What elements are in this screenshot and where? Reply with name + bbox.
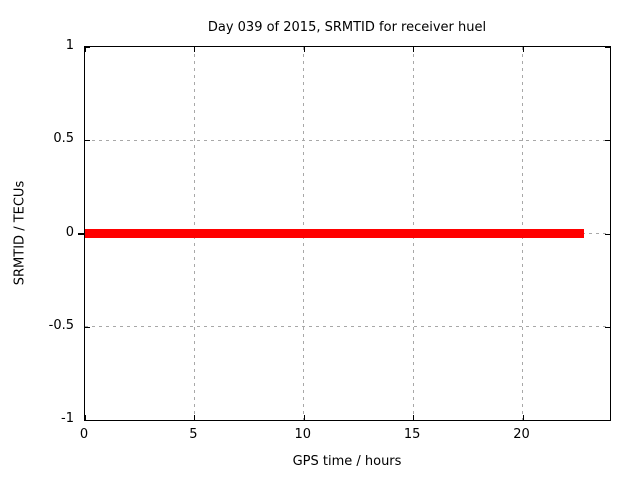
gridline-horizontal (85, 326, 610, 328)
x-axis-label: GPS time / hours (292, 454, 402, 469)
y-zero-outer-tick (78, 232, 84, 235)
x-tick-mark-bottom (522, 415, 524, 420)
y-tick-mark-left (85, 47, 90, 48)
y-tick-mark-left (85, 326, 90, 328)
y-tick-label: -0.5 (48, 317, 74, 333)
x-tick-mark-bottom (413, 415, 415, 420)
x-tick-mark-top (85, 47, 86, 52)
x-tick-mark-top (303, 47, 305, 52)
x-tick-mark-top (522, 47, 524, 52)
x-tick-label: 0 (79, 427, 89, 442)
x-tick-mark-bottom (194, 415, 196, 420)
y-tick-mark-right (605, 140, 610, 142)
x-tick-mark-bottom (85, 415, 86, 420)
y-tick-label: -1 (61, 411, 74, 426)
x-tick-label: 5 (189, 427, 198, 442)
y-tick-mark-right (605, 47, 610, 48)
y-tick-mark-right (605, 233, 610, 235)
plot-area (78, 46, 611, 421)
series-line-srmtid (85, 229, 584, 238)
x-tick-label: 10 (294, 427, 312, 442)
y-tick-mark-right (605, 420, 610, 421)
x-tick-mark-top (413, 47, 415, 52)
chart-title: Day 039 of 2015, SRMTID for receiver hue… (207, 20, 487, 35)
y-tick-mark-left (85, 420, 90, 421)
y-tick-mark-left (85, 140, 90, 142)
x-tick-mark-bottom (303, 415, 305, 420)
y-tick-mark-right (605, 326, 610, 328)
gridline-horizontal (85, 139, 610, 141)
y-tick-label: 0 (65, 224, 74, 240)
y-tick-label: 0.5 (53, 131, 74, 147)
x-tick-mark-top (194, 47, 196, 52)
x-tick-label: 15 (403, 427, 421, 442)
y-tick-label: 1 (65, 38, 74, 53)
x-tick-label: 20 (513, 427, 530, 442)
